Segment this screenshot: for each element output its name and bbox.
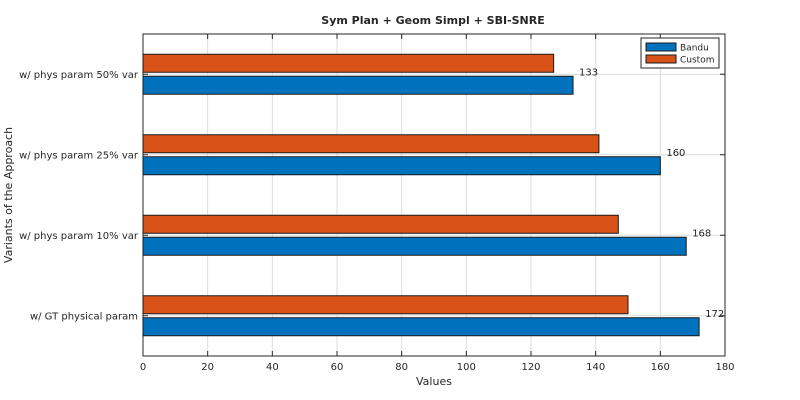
bars: 172 168 160 133 [142, 53, 724, 337]
y-category-label: w/ phys param 25% var [19, 150, 139, 161]
y-category-label: w/ phys param 50% var [19, 70, 139, 81]
legend-swatch-custom [645, 54, 677, 64]
bar-value-label: 172 [705, 309, 724, 320]
bar-custom [142, 295, 629, 315]
x-tick-label: 40 [266, 362, 279, 373]
y-axis-categories: w/ GT physical param w/ phys param 10% va… [19, 70, 139, 323]
x-tick-label: 160 [651, 362, 670, 373]
bar-custom [142, 134, 600, 154]
x-tick-label: 120 [521, 362, 540, 373]
chart-title: Sym Plan + Geom Simpl + SBI-SNRE [321, 14, 544, 27]
bar-value-label: 133 [579, 67, 598, 78]
y-axis-label: Variants of the Approach [2, 127, 15, 263]
bar-custom [142, 214, 619, 234]
bar-bandu [142, 156, 661, 176]
bar-custom [142, 53, 555, 73]
y-category-label: w/ phys param 10% var [19, 231, 139, 242]
x-tick-label: 80 [395, 362, 408, 373]
y-category-label: w/ GT physical param [30, 311, 138, 322]
bar-bandu [142, 317, 700, 337]
bar-value-label: 168 [692, 228, 711, 239]
bar-bandu [142, 75, 574, 95]
x-tick-label: 100 [457, 362, 476, 373]
bar-value-label: 160 [666, 148, 685, 159]
bar-bandu [142, 236, 687, 256]
plot-area-frame [142, 33, 726, 357]
x-tick-label: 60 [331, 362, 344, 373]
legend-label: Bandu [680, 44, 709, 54]
legend: Bandu Custom [640, 37, 720, 69]
x-tick-label: 20 [201, 362, 214, 373]
x-axis-ticks: 0 20 40 60 80 100 120 140 160 180 [140, 34, 735, 373]
x-axis-label: Values [416, 375, 452, 388]
x-tick-label: 140 [586, 362, 605, 373]
x-tick-label: 0 [140, 362, 146, 373]
legend-swatch-bandu [645, 42, 677, 52]
x-tick-label: 180 [715, 362, 734, 373]
legend-label: Custom [680, 56, 714, 66]
